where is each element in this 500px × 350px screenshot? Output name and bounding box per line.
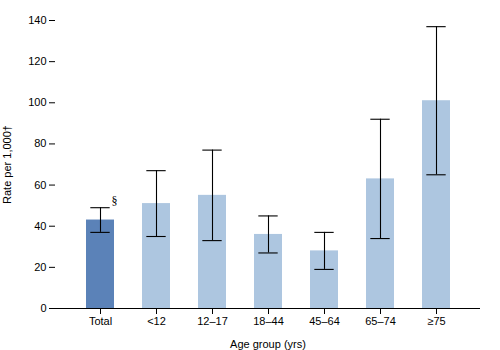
svg-text:45–64: 45–64 [309, 315, 340, 327]
svg-text:20: 20 [34, 261, 46, 273]
svg-text:18–44: 18–44 [253, 315, 284, 327]
svg-text:120: 120 [28, 55, 46, 67]
svg-text:12–17: 12–17 [197, 315, 228, 327]
svg-text:§: § [111, 194, 117, 208]
svg-text:Rate per 1,000†: Rate per 1,000† [1, 125, 13, 204]
svg-text:<12: <12 [147, 315, 166, 327]
svg-text:140: 140 [28, 14, 46, 26]
svg-text:60: 60 [34, 179, 46, 191]
svg-text:Total: Total [89, 315, 112, 327]
svg-text:Age group (yrs): Age group (yrs) [230, 338, 306, 350]
svg-text:80: 80 [34, 137, 46, 149]
svg-text:65–74: 65–74 [365, 315, 396, 327]
svg-text:40: 40 [34, 220, 46, 232]
svg-text:≥75: ≥75 [427, 315, 445, 327]
svg-text:100: 100 [28, 96, 46, 108]
svg-text:0: 0 [40, 302, 46, 314]
